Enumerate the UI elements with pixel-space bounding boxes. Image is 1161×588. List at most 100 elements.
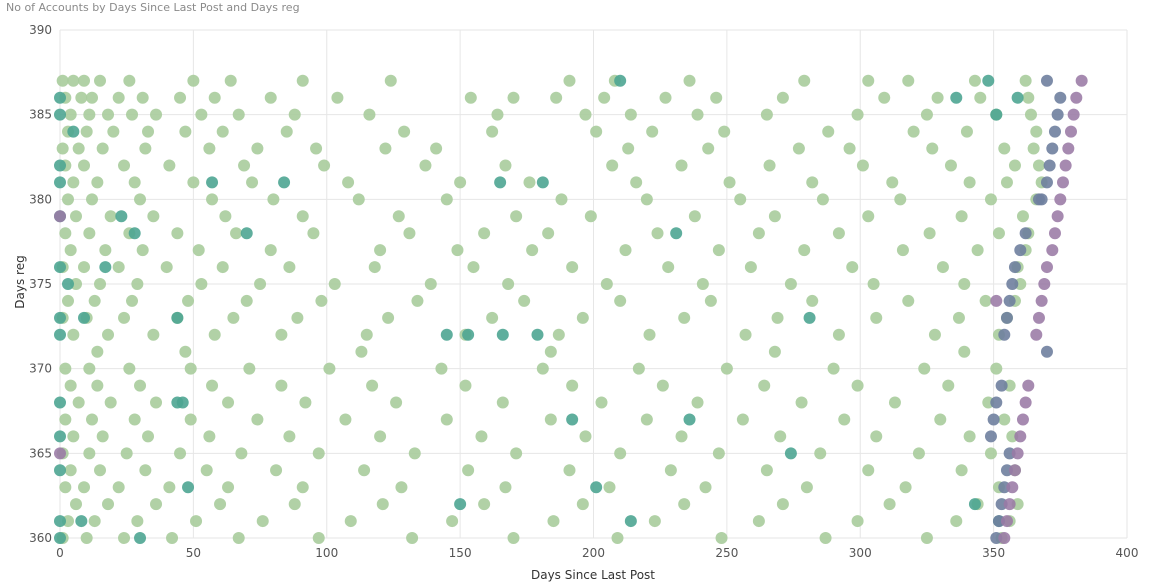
data-point[interactable] [475,430,488,443]
data-point[interactable] [256,515,269,528]
data-point[interactable] [974,91,987,104]
data-point[interactable] [171,396,184,409]
data-point[interactable] [440,328,453,341]
data-point[interactable] [86,413,99,426]
data-point[interactable] [174,91,187,104]
data-point[interactable] [283,430,296,443]
data-point[interactable] [563,464,576,477]
data-point[interactable] [496,328,509,341]
data-point[interactable] [760,464,773,477]
data-point[interactable] [59,227,72,240]
data-point[interactable] [128,176,141,189]
data-point[interactable] [382,311,395,324]
data-point[interactable] [184,413,197,426]
data-point[interactable] [70,210,83,223]
data-point[interactable] [1040,176,1053,189]
data-point[interactable] [819,532,832,544]
data-point[interactable] [643,328,656,341]
data-point[interactable] [712,447,725,460]
data-point[interactable] [1019,227,1032,240]
data-point[interactable] [72,142,85,155]
data-point[interactable] [1062,142,1075,155]
data-point[interactable] [851,108,864,121]
data-point[interactable] [752,227,765,240]
data-point[interactable] [355,345,368,358]
data-point[interactable] [440,413,453,426]
data-point[interactable] [83,447,96,460]
data-point[interactable] [104,396,117,409]
data-point[interactable] [771,311,784,324]
data-point[interactable] [230,227,243,240]
data-point[interactable] [702,142,715,155]
data-point[interactable] [816,193,829,206]
data-point[interactable] [1032,311,1045,324]
data-point[interactable] [403,227,416,240]
data-point[interactable] [544,345,557,358]
data-point[interactable] [339,413,352,426]
data-point[interactable] [838,413,851,426]
data-point[interactable] [328,278,341,290]
data-point[interactable] [75,91,88,104]
data-point[interactable] [920,532,933,544]
data-point[interactable] [624,515,637,528]
data-point[interactable] [80,532,93,544]
data-point[interactable] [531,328,544,341]
data-point[interactable] [78,74,91,87]
data-point[interactable] [968,498,981,511]
data-point[interactable] [344,515,357,528]
data-point[interactable] [163,159,176,172]
data-point[interactable] [603,481,616,494]
data-point[interactable] [208,91,221,104]
data-point[interactable] [763,159,776,172]
data-point[interactable] [950,515,963,528]
data-point[interactable] [923,227,936,240]
data-point[interactable] [563,74,576,87]
data-point[interactable] [995,379,1008,392]
data-point[interactable] [1048,227,1061,240]
data-point[interactable] [659,91,672,104]
data-point[interactable] [54,515,66,528]
data-point[interactable] [54,91,66,104]
data-point[interactable] [760,108,773,121]
data-point[interactable] [806,294,819,307]
data-point[interactable] [254,278,267,290]
data-point[interactable] [270,464,283,477]
data-point[interactable] [64,244,77,257]
data-point[interactable] [798,244,811,257]
data-point[interactable] [499,159,512,172]
data-point[interactable] [998,328,1011,341]
data-point[interactable] [310,142,323,155]
data-point[interactable] [920,108,933,121]
data-point[interactable] [54,261,66,274]
data-point[interactable] [547,515,560,528]
data-point[interactable] [1006,278,1019,290]
data-point[interactable] [958,345,971,358]
data-point[interactable] [264,91,277,104]
data-point[interactable] [590,481,603,494]
data-point[interactable] [128,227,141,240]
data-point[interactable] [136,91,149,104]
data-point[interactable] [467,261,480,274]
data-point[interactable] [822,125,835,138]
data-point[interactable] [96,142,109,155]
data-point[interactable] [59,362,72,375]
data-point[interactable] [54,210,66,223]
data-point[interactable] [611,532,624,544]
data-point[interactable] [182,481,195,494]
data-point[interactable] [776,91,789,104]
data-point[interactable] [99,261,112,274]
data-point[interactable] [491,108,504,121]
data-point[interactable] [670,227,683,240]
data-point[interactable] [59,481,72,494]
data-point[interactable] [926,142,939,155]
data-point[interactable] [118,311,131,324]
data-point[interactable] [78,261,91,274]
data-point[interactable] [88,515,101,528]
data-point[interactable] [990,362,1003,375]
data-point[interactable] [206,176,219,189]
data-point[interactable] [1003,498,1016,511]
data-point[interactable] [54,532,66,544]
data-point[interactable] [315,294,328,307]
data-point[interactable] [486,311,499,324]
data-point[interactable] [150,396,163,409]
